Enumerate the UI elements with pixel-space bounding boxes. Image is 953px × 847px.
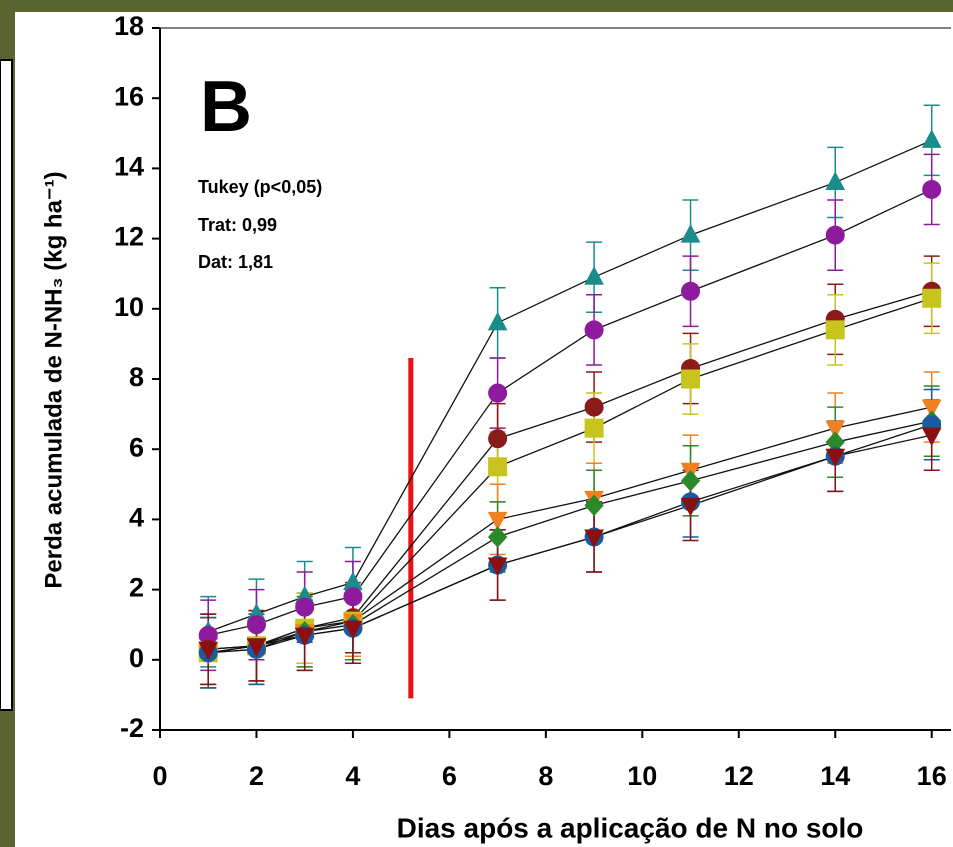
marker (584, 494, 604, 517)
marker (487, 557, 508, 577)
marker (680, 224, 701, 243)
marker (921, 427, 942, 447)
y-tick-label: 8 (129, 362, 144, 392)
marker (488, 429, 508, 449)
x-tick-label: 4 (345, 761, 360, 791)
marker (488, 457, 508, 477)
marker (825, 171, 846, 190)
x-axis-label: Dias após a aplicação de N no solo (397, 812, 864, 843)
annotation: Dat: 1,81 (198, 252, 273, 272)
marker (922, 288, 942, 308)
marker (487, 511, 508, 531)
marker (488, 383, 508, 403)
marker (343, 587, 363, 607)
y-tick-label: 6 (129, 432, 144, 462)
marker (584, 266, 604, 285)
marker (825, 320, 845, 340)
y-tick-label: 12 (114, 222, 144, 252)
y-tick-label: 14 (114, 152, 144, 182)
y-tick-label: 4 (129, 503, 144, 533)
annotation: Trat: 0,99 (198, 215, 277, 235)
marker (584, 529, 604, 549)
y-tick-label: 18 (114, 11, 144, 41)
y-tick-label: 10 (114, 292, 144, 322)
marker (680, 470, 701, 492)
marker (246, 638, 267, 657)
marker (584, 320, 604, 340)
marker (343, 620, 363, 640)
y-tick-label: 2 (129, 573, 144, 603)
marker (584, 418, 604, 438)
y-tick-label: 16 (114, 81, 144, 111)
panel-label: B (200, 67, 252, 147)
x-tick-label: 8 (538, 761, 553, 791)
marker (921, 129, 942, 148)
marker (825, 420, 846, 440)
side-panel (0, 59, 13, 711)
marker (487, 311, 508, 331)
marker (487, 526, 508, 548)
x-tick-label: 0 (152, 761, 167, 791)
x-tick-label: 16 (917, 761, 947, 791)
marker (294, 627, 315, 647)
marker (825, 448, 846, 468)
marker (680, 497, 701, 517)
marker (584, 397, 604, 417)
marker (295, 597, 315, 617)
marker (198, 641, 219, 661)
x-tick-label: 2 (249, 761, 264, 791)
marker (246, 615, 266, 635)
annotation: Tukey (p<0,05) (198, 177, 322, 197)
y-tick-label: 0 (129, 643, 144, 673)
y-tick-label: -2 (120, 713, 144, 743)
marker (921, 399, 942, 419)
marker (922, 179, 942, 199)
marker (681, 281, 701, 301)
x-tick-label: 10 (627, 761, 657, 791)
x-tick-label: 12 (724, 761, 754, 791)
x-tick-label: 14 (820, 761, 850, 791)
marker (825, 225, 845, 245)
x-tick-label: 6 (442, 761, 457, 791)
plot-background (15, 12, 953, 847)
y-axis-label: Perda acumulada de N-NH₃ (kg ha⁻¹) (40, 171, 67, 588)
marker (681, 369, 701, 389)
